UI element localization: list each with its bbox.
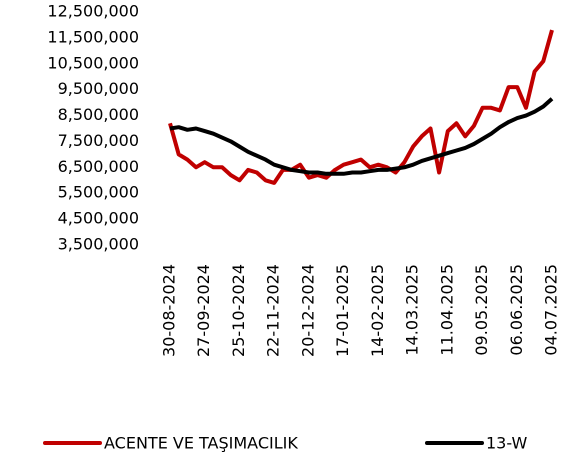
y-tick-label: 12,500,000 [47,2,139,21]
x-tick-label: 27-09-2024 [194,264,213,357]
y-tick-label: 5,500,000 [58,183,139,202]
legend-label: 13-W [486,434,527,453]
x-tick-label: 22-11-2024 [264,264,283,357]
legend-label: ACENTE VE TAŞIMACILIK [104,434,298,453]
y-tick-label: 9,500,000 [58,79,139,98]
x-tick-label: 11.04.2025 [437,264,456,356]
x-tick-label: 06.06.2025 [507,264,526,356]
x-tick-label: 14.03.2025 [403,264,422,356]
x-tick-label: 04.07.2025 [542,264,561,356]
x-tick-label: 20-12-2024 [298,264,317,357]
y-tick-label: 7,500,000 [58,131,139,150]
x-tick-label: 14-02-2025 [368,264,387,357]
x-tick-label: 09.05.2025 [472,264,491,356]
series-line [168,29,554,185]
y-tick-label: 4,500,000 [58,209,139,228]
series-line [169,97,554,176]
x-tick-label: 17-01-2025 [333,264,352,357]
y-tick-label: 6,500,000 [58,157,139,176]
y-tick-label: 8,500,000 [58,105,139,124]
y-tick-label: 10,500,000 [47,53,139,72]
x-tick-label: 30-08-2024 [160,264,179,357]
y-tick-label: 11,500,000 [47,27,139,46]
y-tick-label: 3,500,000 [58,235,139,254]
x-tick-label: 25-10-2024 [229,264,248,357]
